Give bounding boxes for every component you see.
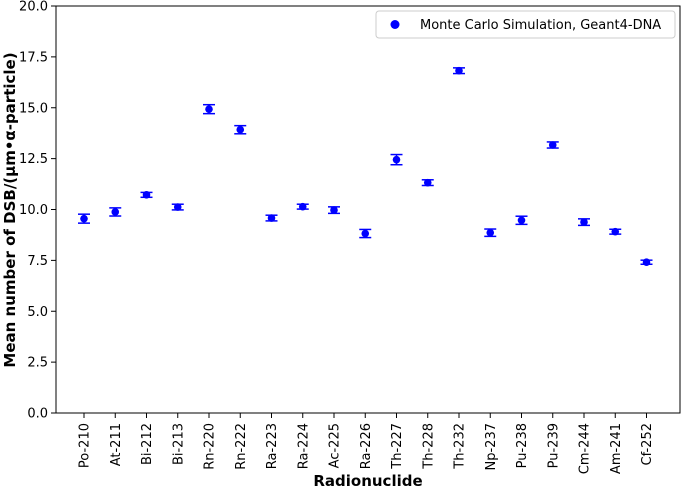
data-point	[423, 178, 432, 187]
x-tick-label: Ra-226	[359, 423, 374, 469]
data-point	[486, 228, 495, 237]
x-tick-label: Bi-212	[140, 423, 155, 465]
y-tick-label: 15.0	[19, 101, 48, 116]
data-point	[298, 202, 307, 211]
x-tick-label: At-211	[109, 423, 124, 466]
data-point	[205, 105, 213, 113]
data-point	[611, 227, 620, 236]
x-tick-label: Pu-238	[515, 423, 530, 468]
legend-marker	[390, 20, 400, 29]
data-point	[642, 258, 651, 267]
x-axis: Po-210 At-211 Bi-212 Bi-213 Rn-220 Rn-222 Ra-2…	[78, 413, 655, 474]
x-tick-label: Th-227	[390, 423, 405, 470]
x-tick-label: Th-228	[421, 423, 436, 470]
data-point	[361, 229, 370, 238]
data-point	[548, 141, 557, 149]
y-axis: 0.0 2.5 5.0 7.5 10.0 12.5 15.0 17.5 20.0	[19, 0, 56, 422]
x-axis-title: Radionuclide	[313, 472, 422, 488]
x-tick-label: Cm-244	[578, 423, 593, 474]
x-tick-label: Cf-252	[640, 423, 655, 465]
data-point	[173, 203, 182, 211]
data-point	[517, 216, 526, 225]
plot-frame	[55, 5, 681, 414]
data-point	[236, 125, 245, 134]
y-tick-label: 10.0	[19, 203, 48, 218]
x-tick-label: Ac-225	[328, 423, 343, 468]
y-tick-label: 5.0	[27, 305, 48, 320]
data-marks	[78, 66, 653, 267]
data-point	[580, 218, 588, 226]
x-tick-label: Pu-239	[546, 423, 561, 468]
legend-box	[375, 10, 676, 39]
y-tick-label: 20.0	[19, 0, 48, 15]
legend: Monte Carlo Simulation, Geant4-DNA	[375, 10, 676, 39]
data-point	[392, 155, 401, 164]
data-point	[142, 191, 151, 199]
y-tick-label: 0.0	[27, 407, 48, 422]
data-point	[267, 214, 276, 222]
data-point	[111, 208, 120, 216]
data-point	[330, 206, 338, 214]
y-tick-label: 17.5	[19, 50, 48, 65]
legend-label: Monte Carlo Simulation, Geant4-DNA	[420, 18, 661, 33]
y-tick-label: 2.5	[27, 356, 48, 371]
x-tick-label: Rn-220	[203, 423, 218, 470]
x-tick-label: Ra-223	[265, 423, 280, 469]
x-tick-label: Bi-213	[171, 423, 186, 465]
x-tick-label: Ra-224	[296, 423, 311, 469]
x-tick-label: Am-241	[609, 423, 624, 474]
y-tick-label: 12.5	[19, 152, 48, 167]
x-tick-label: Th-232	[453, 423, 468, 470]
data-point	[80, 214, 88, 223]
data-point	[455, 66, 463, 75]
x-tick-label: Po-210	[78, 423, 93, 468]
y-tick-label: 7.5	[27, 254, 48, 269]
y-axis-title: Mean number of DSB/(μm•α-particle)	[1, 52, 19, 367]
x-tick-label: Np-237	[484, 423, 499, 470]
x-tick-label: Rn-222	[234, 423, 249, 470]
